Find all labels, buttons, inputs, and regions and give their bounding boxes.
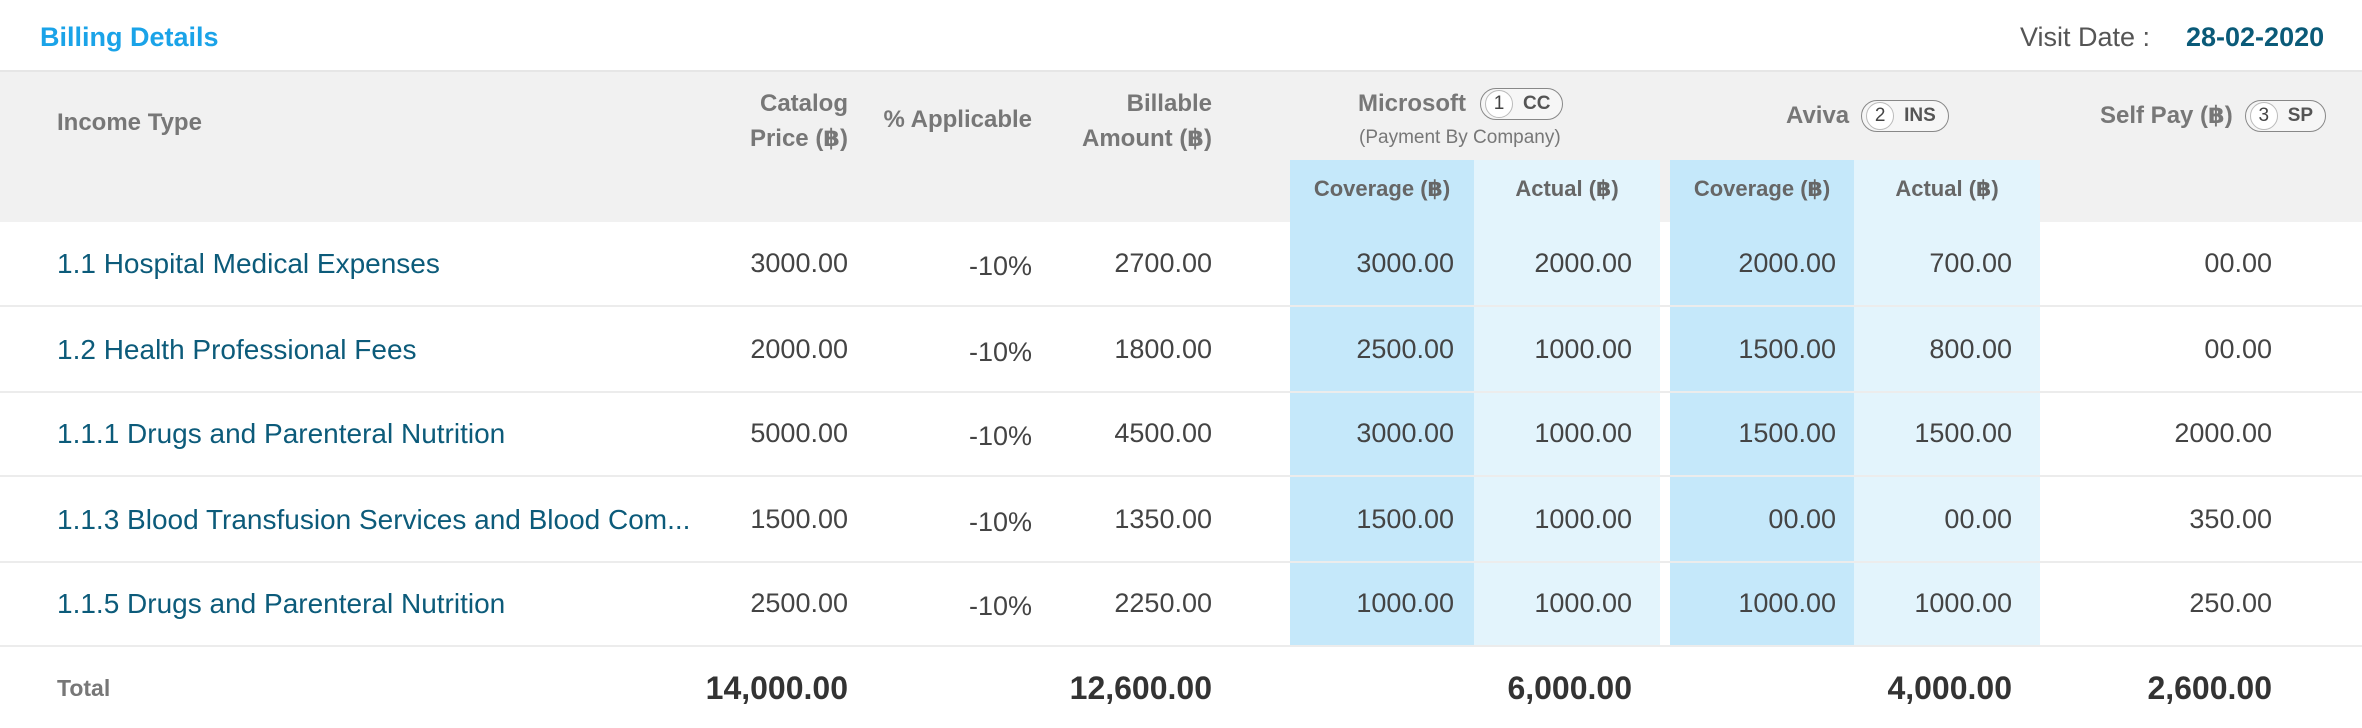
visit-date-label: Visit Date : xyxy=(2020,22,2151,52)
payer1-actual-cell: 1000.00 xyxy=(1534,418,1632,448)
payer2-coverage-cell: 2000.00 xyxy=(1738,248,1836,278)
payer2-header: Aviva 2 INS xyxy=(1786,98,1949,133)
pct-applicable-cell: -10% xyxy=(968,591,1032,621)
header-catalog-price: Catalog Price (฿) xyxy=(700,86,848,156)
row-divider xyxy=(0,475,2362,477)
billable-amount-cell: 1350.00 xyxy=(1114,504,1212,534)
payer2-coverage-cell: 00.00 xyxy=(1768,504,1836,534)
payer3-pill-code: SP xyxy=(2287,104,2314,126)
pct-applicable-cell: -10% xyxy=(968,337,1032,367)
payer1-actual-cell: 2000.00 xyxy=(1534,248,1632,278)
catalog-price-cell: 2000.00 xyxy=(750,334,848,364)
billable-amount-cell: 2250.00 xyxy=(1114,588,1212,618)
self-pay-cell: 250.00 xyxy=(2189,588,2272,618)
catalog-price-cell: 1500.00 xyxy=(750,504,848,534)
payer3-pill-number: 3 xyxy=(2249,101,2278,130)
payer3-name: Self Pay (฿) xyxy=(2100,102,2233,129)
income-type-link[interactable]: 1.1.5 Drugs and Parenteral Nutrition xyxy=(57,588,506,619)
self-pay-cell: 2000.00 xyxy=(2174,418,2272,448)
row-divider xyxy=(0,391,2362,393)
payer2-actual-cell: 800.00 xyxy=(1929,334,2012,364)
total-payer1: 6,000.00 xyxy=(1507,670,1632,706)
payer1-coverage-cell: 3000.00 xyxy=(1356,418,1454,448)
payer2-actual-cell: 1500.00 xyxy=(1914,418,2012,448)
payer2-pill[interactable]: 2 INS xyxy=(1861,99,1949,132)
payer1-actual-header: Actual (฿) xyxy=(1515,176,1619,201)
payer1-coverage-cell: 1500.00 xyxy=(1356,504,1454,534)
top-bar xyxy=(0,0,2362,72)
header-catalog-price-line2: Price (฿) xyxy=(749,125,848,152)
header-billable-line2: Amount (฿) xyxy=(1082,125,1212,152)
income-type-link[interactable]: 1.1 Hospital Medical Expenses xyxy=(57,248,440,279)
payer2-actual-column xyxy=(1854,160,2040,646)
pct-applicable-cell: -10% xyxy=(968,251,1032,281)
catalog-price-cell: 5000.00 xyxy=(750,418,848,448)
payer2-coverage-cell: 1000.00 xyxy=(1738,588,1836,618)
header-billable-line1: Billable xyxy=(1126,90,1212,117)
income-type-link[interactable]: 1.1.1 Drugs and Parenteral Nutrition xyxy=(57,418,506,449)
self-pay-cell: 00.00 xyxy=(2204,248,2272,278)
self-pay-cell: 350.00 xyxy=(2189,504,2272,534)
payer1-coverage-header: Coverage (฿) xyxy=(1313,176,1451,201)
header-catalog-price-line1: Catalog xyxy=(759,90,848,117)
catalog-price-cell: 3000.00 xyxy=(750,248,848,278)
payer1-actual-cell: 1000.00 xyxy=(1534,588,1632,618)
payer1-header: Microsoft 1 CC xyxy=(1358,86,1564,121)
total-label: Total xyxy=(57,675,111,701)
payer3-pill[interactable]: 3 SP xyxy=(2244,99,2327,132)
billable-amount-cell: 1800.00 xyxy=(1114,334,1212,364)
payer1-coverage-cell: 2500.00 xyxy=(1356,334,1454,364)
payer2-coverage-cell: 1500.00 xyxy=(1738,334,1836,364)
row-divider xyxy=(0,561,2362,563)
payer1-pill-number: 1 xyxy=(1485,89,1513,118)
payer1-actual-cell: 1000.00 xyxy=(1534,504,1632,534)
visit-date-value: 28-02-2020 xyxy=(2186,22,2325,52)
payer1-actual-column xyxy=(1474,160,1660,646)
pct-applicable-cell: -10% xyxy=(968,421,1032,451)
payer2-coverage-header: Coverage (฿) xyxy=(1693,176,1831,201)
income-type-link[interactable]: 1.2 Health Professional Fees xyxy=(57,334,417,365)
header-income-type: Income Type xyxy=(57,109,202,136)
payer1-note: (Payment By Company) xyxy=(1359,127,1561,148)
payer2-actual-cell: 00.00 xyxy=(1944,504,2012,534)
payer1-coverage-cell: 3000.00 xyxy=(1356,248,1454,278)
total-catalog: 14,000.00 xyxy=(705,670,848,706)
payer1-pill-code: CC xyxy=(1523,92,1551,114)
payer2-pill-code: INS xyxy=(1904,104,1936,126)
header-billable-amount: Billable Amount (฿) xyxy=(1060,86,1212,156)
payer2-actual-cell: 1000.00 xyxy=(1914,588,2012,618)
row-divider xyxy=(0,305,2362,307)
payer1-coverage-column xyxy=(1290,160,1474,646)
total-billable: 12,600.00 xyxy=(1069,670,1212,706)
payer2-actual-header: Actual (฿) xyxy=(1895,176,1999,201)
payer1-coverage-cell: 1000.00 xyxy=(1356,588,1454,618)
payer2-coverage-cell: 1500.00 xyxy=(1738,418,1836,448)
payer2-actual-cell: 700.00 xyxy=(1929,248,2012,278)
income-type-link[interactable]: 1.1.3 Blood Transfusion Services and Blo… xyxy=(57,504,691,535)
payer3-header: Self Pay (฿) 3 SP xyxy=(2100,98,2327,133)
self-pay-cell: 00.00 xyxy=(2204,334,2272,364)
payer2-name: Aviva xyxy=(1786,102,1850,129)
payer1-name: Microsoft xyxy=(1358,90,1466,117)
total-payer2: 4,000.00 xyxy=(1887,670,2012,706)
catalog-price-cell: 2500.00 xyxy=(750,588,848,618)
page-title: Billing Details xyxy=(40,22,219,52)
payer2-coverage-column xyxy=(1670,160,1854,646)
payer1-pill[interactable]: 1 CC xyxy=(1480,87,1564,120)
pct-applicable-cell: -10% xyxy=(968,507,1032,537)
payer2-pill-number: 2 xyxy=(1866,101,1895,130)
row-divider xyxy=(0,645,2362,647)
payer1-actual-cell: 1000.00 xyxy=(1534,334,1632,364)
total-self-pay: 2,600.00 xyxy=(2147,670,2272,706)
header-pct-applicable: % Applicable xyxy=(883,106,1032,133)
billable-amount-cell: 4500.00 xyxy=(1114,418,1212,448)
billable-amount-cell: 2700.00 xyxy=(1114,248,1212,278)
